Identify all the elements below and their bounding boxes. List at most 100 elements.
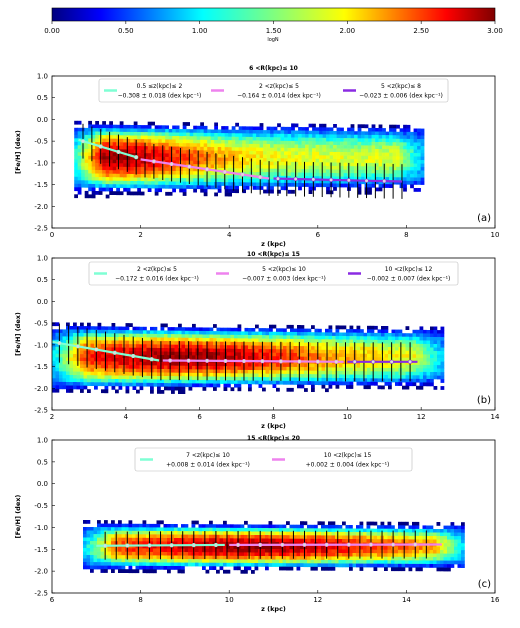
- y-tick-label: 0.0: [37, 116, 48, 124]
- bin-point: [371, 360, 375, 364]
- legend-range: 0.5 ≤z(kpc)≤ 2: [137, 83, 183, 90]
- legend-range: 10 <z(kpc)≤ 15: [324, 452, 372, 459]
- panel-title: 6 <R(kpc)≤ 10: [249, 65, 298, 72]
- x-tick-label: 10: [343, 413, 352, 421]
- panel-label: (b): [477, 395, 491, 406]
- x-tick-label: 2: [138, 231, 142, 239]
- legend-gradient: −0.007 ± 0.003 (dex kpc⁻¹): [242, 276, 326, 283]
- x-tick-label: 14: [491, 413, 500, 421]
- legend-gradient: +0.002 ± 0.004 (dex kpc⁻¹): [306, 462, 390, 469]
- bin-point: [81, 139, 85, 143]
- y-tick-label: -0.5: [34, 502, 48, 510]
- legend-range: 5 <z(kpc)≤ 8: [381, 83, 421, 90]
- legend-gradient: −0.002 ± 0.007 (dex kpc⁻¹): [367, 276, 451, 283]
- bin-point: [347, 543, 351, 547]
- y-tick-label: 0.0: [37, 298, 48, 306]
- bin-point: [391, 543, 395, 547]
- bin-point: [258, 175, 262, 179]
- bin-point: [117, 150, 121, 154]
- bin-point: [126, 544, 130, 548]
- colorbar-tick-label: 1.50: [266, 27, 282, 35]
- x-tick-label: 10: [225, 596, 234, 604]
- bin-point: [188, 165, 192, 169]
- x-tick-label: 6: [316, 231, 321, 239]
- bin-point: [76, 345, 80, 349]
- y-tick-label: 0.5: [37, 94, 48, 102]
- bin-point: [294, 177, 298, 181]
- bin-point: [205, 359, 209, 363]
- fit-line-1: [96, 545, 224, 546]
- y-tick-label: 0.5: [37, 458, 48, 466]
- y-tick-label: -1.0: [34, 524, 48, 532]
- bin-point: [261, 359, 265, 363]
- colorbar-tick-label: 1.00: [192, 27, 208, 35]
- bin-point: [168, 359, 172, 363]
- colorbar-tick-label: 0.50: [118, 27, 134, 35]
- bin-point: [99, 145, 103, 149]
- y-tick-label: -0.5: [34, 320, 48, 328]
- bin-point: [170, 543, 174, 547]
- legend: 2 <z(kpc)≤ 5−0.172 ± 0.016 (dex kpc⁻¹)5 …: [89, 262, 458, 285]
- bin-point: [223, 170, 227, 174]
- bin-point: [325, 543, 329, 547]
- legend: 7 <z(kpc)≤ 10 +0.008 ± 0.014 (dex kpc⁻¹) 1…: [135, 448, 412, 471]
- x-tick-label: 14: [402, 596, 411, 604]
- colorbar-gradient: [52, 8, 495, 21]
- x-axis-label: z (kpc): [261, 240, 286, 248]
- legend-range: 7 <z(kpc)≤ 10: [186, 452, 230, 459]
- x-tick-label: 10: [491, 231, 500, 239]
- bin-point: [408, 360, 412, 364]
- bin-point: [170, 162, 174, 166]
- legend-range: 2 <z(kpc)≤ 5: [259, 83, 299, 90]
- legend-gradient: +0.008 ± 0.014 (dex kpc⁻¹): [166, 462, 250, 469]
- panel-label: (a): [477, 213, 491, 224]
- panel-title: 10 <R(kpc)≤ 15: [247, 251, 300, 258]
- bin-point: [224, 359, 228, 363]
- x-tick-label: 8: [138, 596, 142, 604]
- bin-point: [298, 360, 302, 364]
- bin-point: [258, 543, 262, 547]
- x-tick-label: 8: [271, 413, 275, 421]
- y-tick-label: 1.0: [37, 255, 48, 263]
- x-tick-label: 2: [50, 413, 54, 421]
- bin-point: [152, 160, 156, 164]
- y-tick-label: -2.5: [34, 225, 48, 233]
- y-tick-label: -2.0: [34, 203, 48, 211]
- bin-point: [134, 155, 138, 159]
- colorbar-label: logN: [267, 37, 279, 43]
- bin-point: [279, 360, 283, 364]
- heatmap: [83, 520, 465, 574]
- bin-point: [390, 360, 394, 364]
- bin-point: [192, 543, 196, 547]
- bin-point: [303, 543, 307, 547]
- colorbar-tick-label: 3.00: [487, 27, 503, 35]
- x-tick-label: 6: [50, 596, 55, 604]
- legend-range: 2 <z(kpc)≤ 5: [137, 266, 177, 273]
- bin-point: [242, 359, 246, 363]
- bin-point: [236, 543, 240, 547]
- bin-point: [334, 360, 338, 364]
- bin-point: [369, 543, 373, 547]
- panel-label: (c): [478, 579, 491, 590]
- panel-title: 15 <R(kpc)≤ 20: [247, 435, 300, 442]
- legend-gradient: −0.172 ± 0.016 (dex kpc⁻¹): [115, 276, 199, 283]
- y-tick-label: 1.0: [37, 437, 48, 445]
- bin-point: [241, 173, 245, 177]
- colorbar-tick-label: 0.00: [44, 27, 60, 35]
- y-tick-label: -1.5: [34, 363, 48, 371]
- y-axis-label: [Fe/H] (dex): [14, 312, 22, 356]
- heatmap: [52, 322, 444, 394]
- y-tick-label: -1.5: [34, 546, 48, 554]
- y-tick-label: -0.5: [34, 138, 48, 146]
- y-tick-label: 1.0: [37, 73, 48, 81]
- y-tick-label: -2.0: [34, 568, 48, 576]
- x-tick-label: 4: [227, 231, 232, 239]
- y-axis-label: [Fe/H] (dex): [14, 130, 22, 174]
- legend: 0.5 ≤z(kpc)≤ 2−0.308 ± 0.018 (dex kpc⁻¹)…: [99, 79, 448, 102]
- x-tick-label: 0: [50, 231, 54, 239]
- bin-point: [103, 544, 107, 548]
